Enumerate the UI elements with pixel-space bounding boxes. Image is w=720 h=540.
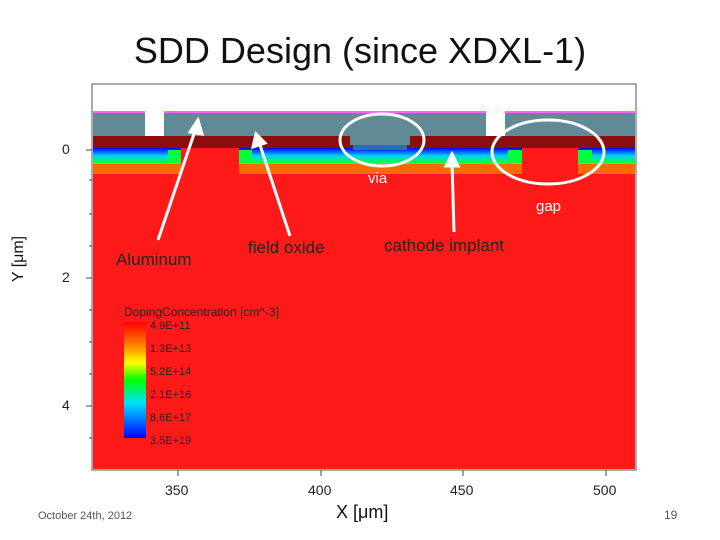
x-tick-500: 500 xyxy=(593,482,617,498)
implant-edge-3 xyxy=(508,150,522,162)
legend-value: 5.2E+14 xyxy=(150,366,192,378)
annotation-arrows xyxy=(156,116,461,241)
y-tick-4: 4 xyxy=(62,397,70,413)
legend-value: 4.9E+11 xyxy=(150,320,191,332)
legend-value: 3.5E+19 xyxy=(150,435,192,447)
tick-marks xyxy=(86,149,607,476)
y-tick-2: 2 xyxy=(62,269,70,285)
implant-gap-1 xyxy=(181,146,239,174)
implant-edge-1 xyxy=(168,150,181,162)
footer-date: October 24th, 2012 xyxy=(38,510,133,522)
implant-gap-2 xyxy=(522,146,578,174)
y-tick-0: 0 xyxy=(62,141,70,157)
aluminum-segment-1 xyxy=(93,112,145,136)
legend-value: 2.1E+16 xyxy=(150,389,192,401)
transition-band xyxy=(93,164,635,174)
aluminum-via-fill xyxy=(350,125,410,145)
aluminum-label: Aluminum xyxy=(116,250,192,269)
implant-edge-4 xyxy=(578,150,592,162)
slide-title: SDD Design (since XDXL-1) xyxy=(133,30,587,71)
cathode-implant-label: cathode implant xyxy=(384,236,505,255)
gap-highlight xyxy=(490,118,606,186)
substrate-region xyxy=(93,172,635,469)
page-number: 19 xyxy=(664,508,678,522)
via-label: via xyxy=(368,170,388,187)
via-highlight xyxy=(338,112,426,168)
aluminum-segment-2 xyxy=(164,112,486,136)
implant-edge-2 xyxy=(239,150,252,162)
field-oxide-label: field oxide xyxy=(248,238,325,257)
y-axis-label: Y [μm] xyxy=(10,235,28,283)
x-axis-label: X [μm] xyxy=(336,502,389,522)
legend-value: 1.3E+13 xyxy=(150,343,192,355)
x-tick-400: 400 xyxy=(308,482,332,498)
legend-colorbar xyxy=(124,322,146,438)
gap-label: gap xyxy=(536,198,562,215)
x-tick-350: 350 xyxy=(165,482,189,498)
legend-title: DopingConcentration [cm^-3] xyxy=(124,305,280,319)
x-tick-450: 450 xyxy=(450,482,474,498)
legend-value: 8.6E+17 xyxy=(150,412,192,424)
